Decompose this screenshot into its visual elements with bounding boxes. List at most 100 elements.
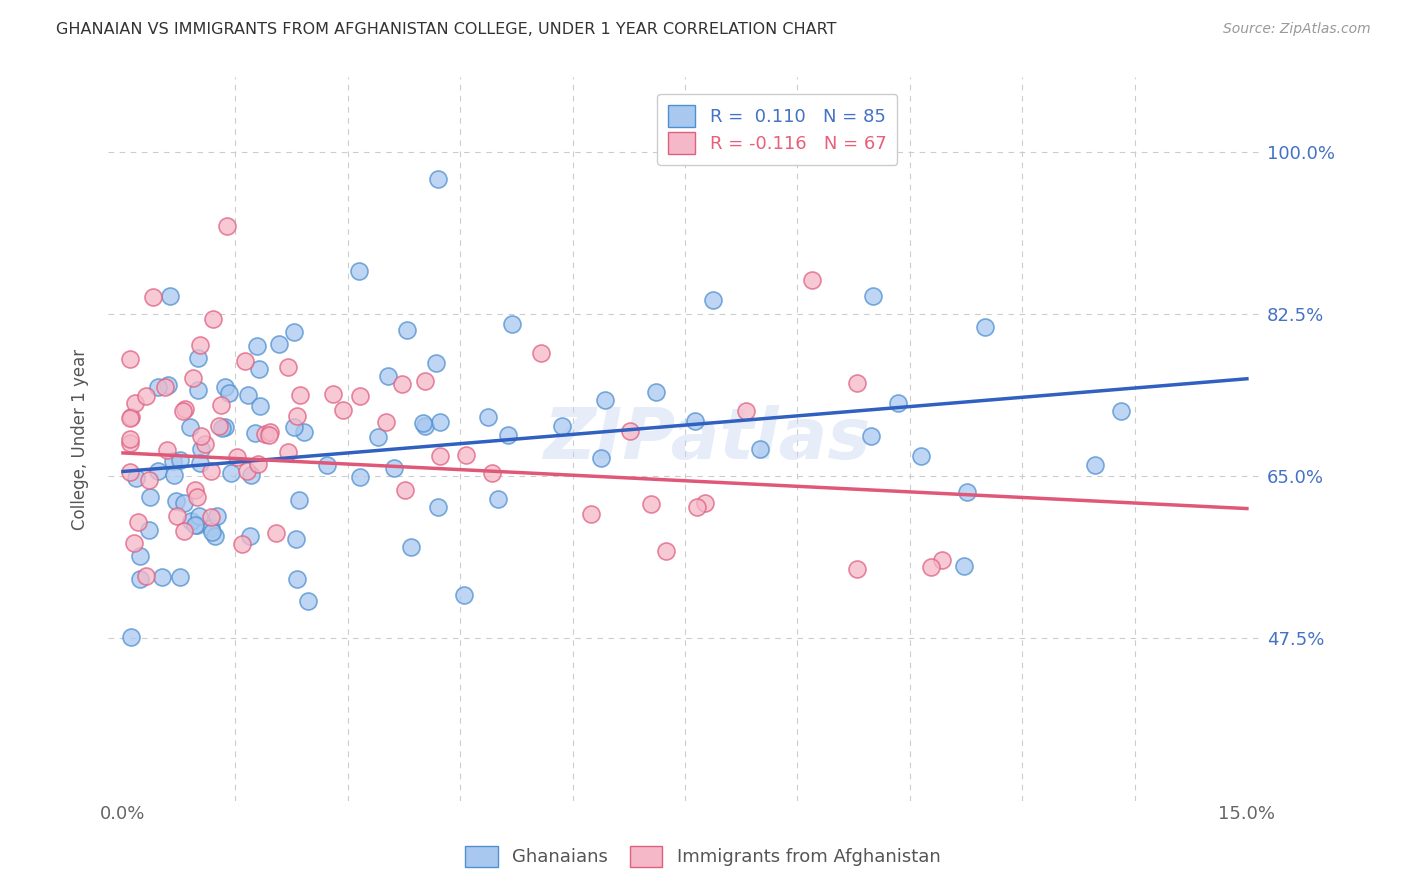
Point bbox=[377, 369, 399, 384]
Point bbox=[200, 509, 222, 524]
Text: Source: ZipAtlas.com: Source: ZipAtlas.com bbox=[1223, 22, 1371, 37]
Point bbox=[120, 409, 142, 424]
Point bbox=[399, 540, 422, 554]
Point bbox=[186, 491, 208, 505]
Point bbox=[146, 380, 169, 394]
Point bbox=[862, 289, 884, 303]
Point bbox=[231, 537, 253, 551]
Point bbox=[201, 525, 224, 540]
Point bbox=[214, 380, 236, 394]
Point bbox=[122, 536, 145, 550]
Point bbox=[200, 521, 222, 535]
Point bbox=[129, 572, 152, 586]
Point bbox=[735, 404, 758, 418]
Point bbox=[453, 589, 475, 603]
Point bbox=[165, 494, 187, 508]
Point bbox=[748, 442, 770, 456]
Point bbox=[367, 430, 389, 444]
Point bbox=[477, 409, 499, 424]
Point bbox=[956, 485, 979, 500]
Point bbox=[425, 356, 447, 370]
Point bbox=[166, 508, 188, 523]
Point bbox=[135, 569, 157, 583]
Point bbox=[138, 523, 160, 537]
Point bbox=[120, 630, 142, 644]
Point bbox=[315, 458, 337, 472]
Point bbox=[179, 420, 201, 434]
Point bbox=[593, 392, 616, 407]
Point bbox=[173, 496, 195, 510]
Point bbox=[887, 396, 910, 410]
Point bbox=[254, 426, 277, 441]
Point bbox=[215, 219, 238, 233]
Point bbox=[180, 514, 202, 528]
Point bbox=[391, 377, 413, 392]
Point bbox=[202, 311, 225, 326]
Point bbox=[218, 386, 240, 401]
Point bbox=[640, 497, 662, 511]
Point bbox=[530, 346, 553, 360]
Point bbox=[953, 559, 976, 574]
Point bbox=[481, 466, 503, 480]
Point bbox=[225, 450, 247, 465]
Point bbox=[349, 469, 371, 483]
Point bbox=[205, 508, 228, 523]
Point bbox=[910, 450, 932, 464]
Point bbox=[1084, 458, 1107, 473]
Point bbox=[347, 264, 370, 278]
Point bbox=[188, 508, 211, 523]
Point bbox=[188, 338, 211, 352]
Point bbox=[127, 515, 149, 529]
Legend: R =  0.110   N = 85, R = -0.116   N = 67: R = 0.110 N = 85, R = -0.116 N = 67 bbox=[657, 94, 897, 165]
Point bbox=[124, 396, 146, 410]
Point bbox=[702, 293, 724, 308]
Point bbox=[283, 420, 305, 434]
Point bbox=[284, 532, 307, 546]
Point bbox=[920, 560, 942, 574]
Point bbox=[277, 445, 299, 459]
Point bbox=[287, 409, 309, 424]
Point bbox=[860, 429, 883, 443]
Point bbox=[146, 464, 169, 478]
Point bbox=[173, 524, 195, 538]
Point bbox=[214, 419, 236, 434]
Point bbox=[150, 570, 173, 584]
Point bbox=[845, 376, 868, 390]
Point bbox=[382, 461, 405, 475]
Point bbox=[974, 320, 997, 334]
Point bbox=[200, 464, 222, 478]
Point bbox=[619, 424, 641, 438]
Point bbox=[172, 404, 194, 418]
Point bbox=[288, 388, 311, 402]
Point bbox=[204, 529, 226, 543]
Point bbox=[236, 464, 259, 478]
Point bbox=[498, 427, 520, 442]
Point bbox=[297, 594, 319, 608]
Point bbox=[486, 491, 509, 506]
Point bbox=[190, 442, 212, 456]
Point bbox=[128, 549, 150, 563]
Point bbox=[581, 508, 603, 522]
Point bbox=[233, 354, 256, 368]
Point bbox=[1111, 404, 1133, 418]
Point bbox=[845, 562, 868, 576]
Point bbox=[277, 359, 299, 374]
Point bbox=[139, 490, 162, 504]
Point bbox=[190, 428, 212, 442]
Point bbox=[125, 471, 148, 485]
Point bbox=[134, 389, 156, 403]
Point bbox=[266, 526, 288, 541]
Point bbox=[120, 432, 142, 446]
Point bbox=[249, 399, 271, 413]
Legend: Ghanaians, Immigrants from Afghanistan: Ghanaians, Immigrants from Afghanistan bbox=[458, 838, 948, 874]
Point bbox=[247, 457, 270, 471]
Point bbox=[243, 425, 266, 440]
Point bbox=[239, 529, 262, 543]
Point bbox=[219, 466, 242, 480]
Point bbox=[209, 399, 232, 413]
Point bbox=[412, 416, 434, 430]
Point bbox=[120, 352, 142, 367]
Point bbox=[142, 290, 165, 304]
Point bbox=[120, 410, 142, 425]
Point bbox=[194, 437, 217, 451]
